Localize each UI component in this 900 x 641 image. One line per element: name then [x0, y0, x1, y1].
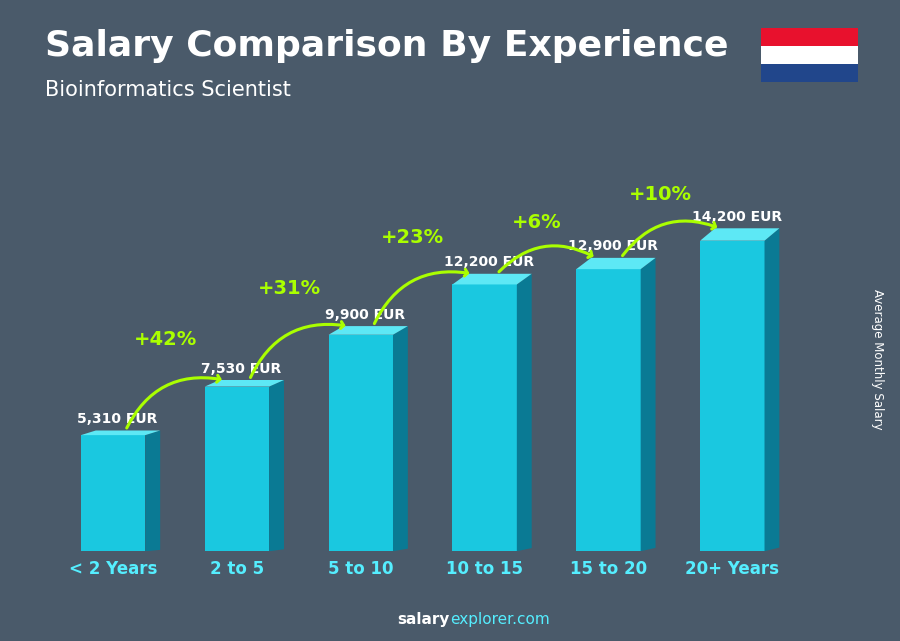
Text: 5,310 EUR: 5,310 EUR — [77, 412, 158, 426]
Bar — [205, 387, 269, 551]
Text: 12,200 EUR: 12,200 EUR — [444, 255, 535, 269]
Polygon shape — [81, 431, 160, 435]
Bar — [81, 435, 145, 551]
Text: Bioinformatics Scientist: Bioinformatics Scientist — [45, 80, 291, 100]
Polygon shape — [764, 228, 779, 551]
Bar — [760, 46, 858, 64]
Polygon shape — [145, 431, 160, 551]
Bar — [453, 285, 517, 551]
Text: 12,900 EUR: 12,900 EUR — [568, 239, 658, 253]
Polygon shape — [205, 380, 284, 387]
Bar — [700, 241, 764, 551]
Polygon shape — [576, 258, 655, 269]
Bar — [760, 28, 858, 46]
Polygon shape — [641, 258, 655, 551]
Text: Salary Comparison By Experience: Salary Comparison By Experience — [45, 29, 728, 63]
Bar — [576, 269, 641, 551]
Text: +42%: +42% — [133, 330, 197, 349]
Text: salary: salary — [398, 612, 450, 627]
Polygon shape — [700, 228, 779, 241]
Polygon shape — [453, 274, 532, 285]
Polygon shape — [393, 326, 408, 551]
Text: 9,900 EUR: 9,900 EUR — [325, 308, 405, 322]
Text: Average Monthly Salary: Average Monthly Salary — [871, 288, 884, 429]
Text: 7,530 EUR: 7,530 EUR — [202, 362, 282, 376]
Text: +10%: +10% — [629, 185, 692, 204]
Text: +23%: +23% — [382, 228, 445, 247]
Text: 14,200 EUR: 14,200 EUR — [692, 210, 782, 224]
Polygon shape — [517, 274, 532, 551]
Bar — [760, 64, 858, 82]
Text: +31%: +31% — [257, 279, 320, 297]
Polygon shape — [269, 380, 284, 551]
Text: +6%: +6% — [512, 213, 562, 232]
Polygon shape — [328, 326, 408, 335]
Text: explorer.com: explorer.com — [450, 612, 550, 627]
Bar — [328, 335, 393, 551]
